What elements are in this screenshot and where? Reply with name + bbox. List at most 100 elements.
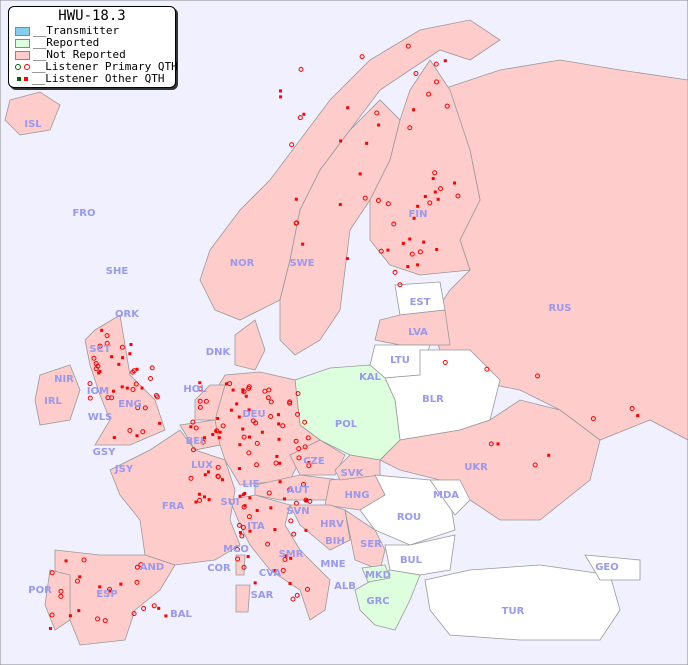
listener-primary-marker	[95, 363, 101, 369]
listener-other-marker	[229, 408, 233, 412]
country-label-deu: DEU	[242, 409, 265, 420]
listener-other-marker	[431, 177, 435, 181]
country-label-ser: SER	[360, 539, 382, 550]
legend-primary-qth: __Listener Primary QTH	[9, 60, 178, 73]
listener-primary-marker	[133, 381, 139, 387]
listener-primary-marker	[397, 282, 403, 288]
listener-other-marker	[238, 531, 242, 535]
country-label-esp: ESP	[96, 589, 117, 600]
country-grc	[354, 569, 421, 631]
listener-other-marker	[237, 467, 241, 471]
country-label-sct: SCT	[89, 344, 111, 355]
listener-primary-marker	[193, 425, 199, 431]
listener-primary-marker	[149, 365, 155, 371]
country-label-mda: MDA	[433, 490, 459, 501]
listener-primary-marker	[282, 556, 288, 562]
country-label-cze: CZE	[303, 456, 325, 467]
listener-other-marker	[78, 575, 82, 579]
listener-primary-marker	[241, 504, 247, 510]
listener-primary-marker	[287, 400, 293, 406]
listener-other-marker	[412, 216, 416, 220]
listener-other-marker	[288, 582, 292, 586]
country-label-tur: TUR	[502, 606, 525, 617]
legend-transmitter-label: __Transmitter	[33, 24, 120, 37]
listener-primary-marker	[49, 612, 55, 618]
listener-primary-marker	[290, 596, 296, 602]
legend-not-reported-label: __Not Reported	[33, 48, 126, 61]
listener-primary-marker	[147, 376, 153, 382]
listener-other-marker	[358, 172, 362, 176]
listener-primary-marker	[426, 91, 432, 97]
country-por	[44, 569, 71, 631]
legend-primary-qth-label: __Listener Primary QTH	[32, 60, 178, 73]
listener-primary-marker	[280, 567, 286, 573]
country-mda	[429, 479, 471, 516]
listener-primary-marker	[246, 450, 252, 456]
country-label-ork: ORK	[115, 309, 140, 320]
country-cor	[235, 554, 246, 576]
listener-primary-marker	[296, 446, 302, 452]
listener-other-marker	[207, 470, 211, 474]
listener-other-marker	[416, 263, 420, 267]
listener-other-marker	[218, 430, 222, 434]
listener-other-marker	[120, 385, 124, 389]
listener-primary-marker	[246, 514, 252, 520]
listener-primary-marker	[254, 440, 260, 446]
listener-primary-marker	[590, 416, 596, 422]
listener-other-marker	[98, 370, 102, 374]
country-label-alb: ALB	[334, 581, 356, 592]
listener-other-marker	[423, 194, 427, 198]
country-fin	[369, 59, 481, 276]
listener-primary-marker	[134, 564, 140, 570]
country-label-isl: ISL	[24, 119, 42, 130]
country-label-cva: CVA	[259, 568, 281, 579]
listener-primary-marker	[87, 381, 93, 387]
listener-primary-marker	[190, 419, 196, 425]
listener-other-marker	[277, 437, 281, 441]
listener-primary-marker	[81, 557, 87, 563]
listener-other-marker	[278, 461, 282, 465]
country-label-swe: SWE	[289, 258, 314, 269]
listener-other-marker	[302, 112, 306, 116]
listener-primary-marker	[532, 462, 538, 468]
listener-primary-marker	[104, 333, 110, 339]
listener-primary-marker	[140, 429, 146, 435]
listener-other-marker	[304, 528, 308, 532]
country-label-eng: ENG	[118, 399, 141, 410]
listener-other-marker	[68, 614, 72, 618]
listener-other-marker	[253, 581, 257, 585]
listener-primary-marker	[417, 249, 423, 255]
listener-other-marker	[164, 614, 168, 618]
listener-other-marker	[547, 453, 551, 457]
listener-primary-marker	[375, 197, 381, 203]
country-label-sar: SAR	[251, 590, 274, 601]
listener-primary-marker	[296, 455, 302, 461]
listener-primary-marker	[127, 428, 133, 434]
country-label-lva: LVA	[408, 327, 428, 338]
listener-other-marker	[207, 498, 211, 502]
listener-primary-marker	[362, 195, 368, 201]
listener-primary-marker	[305, 435, 311, 441]
listener-other-marker	[443, 59, 447, 63]
listener-other-marker	[301, 242, 305, 246]
circle-marker-icon	[15, 64, 30, 70]
listener-other-marker	[636, 414, 640, 418]
listener-other-marker	[203, 473, 207, 477]
listener-other-marker	[121, 356, 125, 360]
listener-primary-marker	[134, 579, 140, 585]
listener-other-marker	[217, 436, 221, 440]
listener-primary-marker	[391, 221, 397, 227]
country-label-wls: WLS	[88, 412, 113, 423]
listener-other-marker	[269, 506, 273, 510]
listener-primary-marker	[197, 404, 203, 410]
listener-other-marker	[220, 478, 224, 482]
listener-primary-marker	[241, 434, 247, 440]
country-gbr	[84, 314, 166, 446]
listener-other-marker	[408, 237, 412, 241]
listener-primary-marker	[141, 606, 147, 612]
country-label-lie: LIE	[243, 479, 260, 490]
country-label-mco: MCO	[223, 544, 249, 555]
listener-primary-marker	[58, 588, 64, 594]
listener-primary-marker	[433, 61, 439, 67]
listener-other-marker	[255, 508, 259, 512]
